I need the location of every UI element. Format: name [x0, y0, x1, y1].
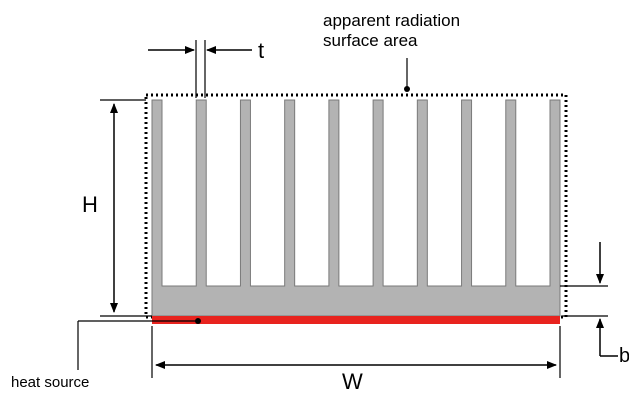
- thickness-label: t: [258, 38, 265, 63]
- heat-source-strip: [152, 316, 560, 324]
- heat-source-pointer-dot: [195, 318, 201, 324]
- heat-source-label: heat source: [11, 374, 90, 391]
- radiation-surface-boundary: [144, 93, 568, 319]
- width-label: W: [342, 369, 363, 393]
- radiation-surface-label: apparent radiation surface area: [323, 11, 460, 51]
- base-thickness-label: b: [619, 345, 629, 367]
- heatsink: [151, 99, 561, 317]
- height-label: H: [82, 192, 98, 217]
- radiation-label-line1: apparent radiation: [323, 11, 461, 30]
- radiation-label-line2: surface area: [323, 31, 418, 50]
- heatsink-body: [151, 99, 561, 317]
